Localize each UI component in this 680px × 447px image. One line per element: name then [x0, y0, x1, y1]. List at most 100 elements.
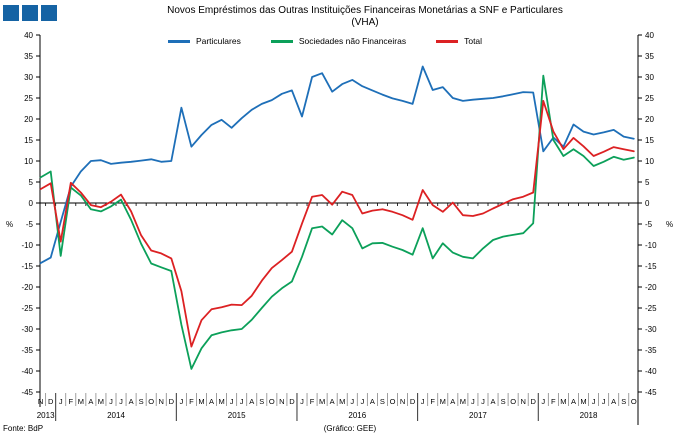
svg-text:M: M	[560, 397, 566, 406]
svg-text:J: J	[119, 397, 123, 406]
svg-text:J: J	[230, 397, 234, 406]
svg-text:15: 15	[645, 136, 654, 145]
chart-title-line1: Novos Empréstimos das Outras Instituiçõe…	[167, 5, 563, 16]
svg-text:-45: -45	[21, 388, 33, 397]
svg-text:S: S	[139, 397, 144, 406]
svg-text:J: J	[421, 397, 425, 406]
svg-text:N: N	[400, 397, 405, 406]
svg-text:A: A	[571, 397, 576, 406]
svg-text:J: J	[592, 397, 596, 406]
svg-text:A: A	[450, 397, 455, 406]
svg-text:A: A	[330, 397, 335, 406]
svg-text:J: J	[179, 397, 183, 406]
svg-text:30: 30	[24, 73, 33, 82]
svg-text:-25: -25	[645, 304, 657, 313]
legend-item-sociedades: Sociedades não Financeiras	[270, 36, 407, 46]
svg-text:M: M	[98, 397, 104, 406]
svg-text:2014: 2014	[107, 411, 125, 420]
svg-text:M: M	[78, 397, 84, 406]
chart-title: Novos Empréstimos das Outras Instituiçõe…	[50, 5, 680, 29]
svg-text:J: J	[481, 397, 485, 406]
source-note: Fonte: BdP	[3, 424, 44, 433]
svg-text:2015: 2015	[228, 411, 246, 420]
svg-text:N: N	[159, 397, 164, 406]
legend-swatch-sociedades	[270, 39, 293, 43]
svg-text:-30: -30	[21, 325, 33, 334]
svg-text:F: F	[430, 397, 435, 406]
svg-text:M: M	[580, 397, 586, 406]
svg-text:-35: -35	[21, 346, 33, 355]
svg-text:D: D	[289, 397, 295, 406]
svg-text:-20: -20	[21, 283, 33, 292]
svg-text:20: 20	[24, 115, 33, 124]
svg-text:5: 5	[29, 178, 34, 187]
svg-text:35: 35	[24, 52, 33, 61]
svg-text:S: S	[259, 397, 264, 406]
logo-squares-icon	[3, 5, 57, 21]
legend-label: Particulares	[195, 36, 241, 46]
svg-text:S: S	[621, 397, 626, 406]
svg-text:10: 10	[24, 157, 33, 166]
svg-text:A: A	[370, 397, 375, 406]
svg-text:A: A	[249, 397, 254, 406]
svg-text:N: N	[38, 397, 43, 406]
svg-text:-40: -40	[645, 367, 657, 376]
chart-legend: Particulares Sociedades não Financeiras …	[0, 36, 650, 46]
legend-label: Total	[464, 36, 483, 46]
svg-text:F: F	[189, 397, 194, 406]
logo-square-icon	[3, 5, 19, 21]
svg-text:N: N	[279, 397, 284, 406]
svg-text:40: 40	[645, 31, 654, 40]
legend-label: Sociedades não Financeiras	[298, 36, 407, 46]
svg-text:D: D	[169, 397, 175, 406]
svg-text:20: 20	[645, 115, 654, 124]
svg-text:35: 35	[645, 52, 654, 61]
svg-text:-45: -45	[645, 388, 657, 397]
svg-text:-5: -5	[26, 220, 34, 229]
svg-text:-40: -40	[21, 367, 33, 376]
svg-text:A: A	[129, 397, 134, 406]
svg-text:M: M	[460, 397, 466, 406]
svg-text:D: D	[410, 397, 416, 406]
svg-text:O: O	[148, 397, 154, 406]
legend-item-total: Total	[436, 36, 482, 46]
svg-text:0: 0	[29, 199, 34, 208]
svg-text:30: 30	[645, 73, 654, 82]
svg-text:M: M	[218, 397, 224, 406]
svg-text:-15: -15	[645, 262, 657, 271]
legend-item-particulares: Particulares	[167, 36, 241, 46]
svg-text:-10: -10	[21, 241, 33, 250]
svg-text:A: A	[491, 397, 496, 406]
logo-square-icon	[41, 5, 57, 21]
svg-text:-30: -30	[645, 325, 657, 334]
svg-text:D: D	[531, 397, 537, 406]
svg-text:25: 25	[24, 94, 33, 103]
svg-text:15: 15	[24, 136, 33, 145]
svg-text:40: 40	[24, 31, 33, 40]
svg-text:-15: -15	[21, 262, 33, 271]
legend-swatch-particulares	[167, 39, 190, 43]
svg-text:5: 5	[645, 178, 650, 187]
svg-text:2013: 2013	[37, 411, 55, 420]
logo-square-icon	[22, 5, 38, 21]
svg-text:S: S	[501, 397, 506, 406]
svg-text:M: M	[319, 397, 325, 406]
svg-text:F: F	[551, 397, 556, 406]
svg-text:S: S	[380, 397, 385, 406]
chart-title-line2: (VHA)	[351, 17, 379, 28]
svg-text:A: A	[611, 397, 616, 406]
svg-text:J: J	[360, 397, 364, 406]
svg-text:J: J	[240, 397, 244, 406]
svg-text:M: M	[440, 397, 446, 406]
svg-text:-35: -35	[645, 346, 657, 355]
svg-text:%: %	[666, 220, 673, 229]
svg-text:J: J	[602, 397, 606, 406]
svg-text:0: 0	[645, 199, 650, 208]
svg-text:-5: -5	[645, 220, 653, 229]
svg-text:O: O	[390, 397, 396, 406]
svg-text:2017: 2017	[469, 411, 487, 420]
svg-text:A: A	[209, 397, 214, 406]
svg-text:O: O	[631, 397, 637, 406]
svg-text:A: A	[88, 397, 93, 406]
